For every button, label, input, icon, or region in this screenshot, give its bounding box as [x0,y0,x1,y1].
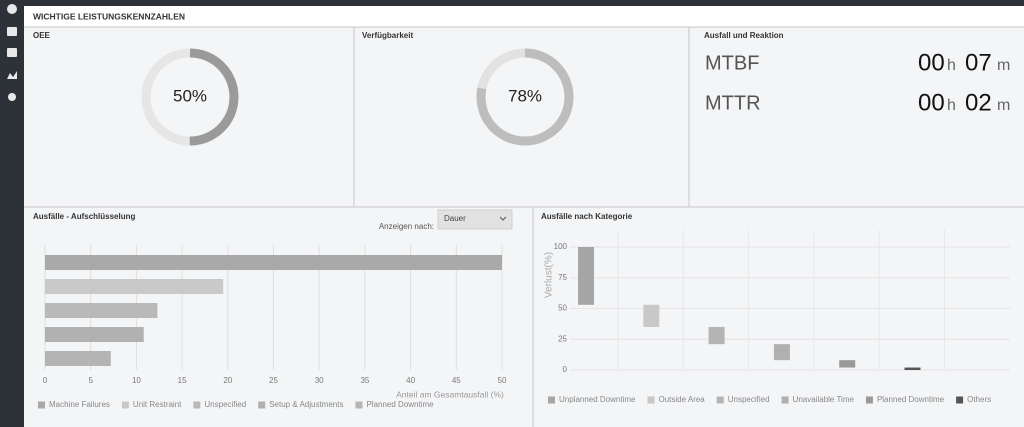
legend-label: Planned Downtime [366,400,434,409]
legend-swatch [865,396,873,404]
legend-label: Unspecified [204,400,246,409]
legend-swatch [781,396,789,404]
donut-arc [141,48,239,146]
metric-name: MTBF [705,52,759,74]
y-tick-label: 25 [558,334,567,343]
metric-minutes: 02 [965,89,992,116]
dropdown[interactable]: Dauer [437,209,513,230]
bar [904,367,921,370]
bar [839,360,856,368]
y-tick-label: 100 [554,242,568,251]
y-tick-label: 0 [563,365,568,374]
bar [643,304,660,327]
bar [773,344,790,361]
legend-swatch [956,396,964,404]
legend-swatch [193,401,201,409]
y-tick-label: 50 [558,304,567,313]
donut-label: 50% [173,86,207,105]
x-tick-label: 15 [178,376,187,385]
panel-title: Ausfälle - Aufschlüsselung [33,212,136,221]
bar [45,279,224,294]
metric-name: MTTR [705,92,761,114]
bar [45,351,111,366]
legend-label: Unit Restraint [133,400,182,409]
icon-calendar[interactable] [7,27,17,36]
legend-label: Planned Downtime [877,395,945,404]
x-tick-label: 35 [360,376,369,385]
header-title: WICHTIGE LEISTUNGSKENNZAHLEN [33,11,185,21]
x-tick-label: 25 [269,376,278,385]
legend-label: Unavailable Time [793,395,855,404]
bar [45,303,158,318]
legend-label: Machine Failures [49,400,110,409]
legend-label: Setup & Adjustments [269,400,343,409]
x-axis-label: Anteil am Gesamtausfall (%) [396,389,504,399]
bar [708,326,725,345]
metric-unit: m [997,57,1010,74]
x-tick-label: 10 [132,376,141,385]
icon-chart[interactable] [7,71,17,79]
y-tick-label: 75 [558,273,567,282]
top-bar [0,0,1024,6]
donut-label: 78% [508,86,542,105]
x-tick-label: 30 [315,376,324,385]
legend-swatch [647,396,655,404]
x-tick-label: 50 [498,376,507,385]
y-axis-label: Verlust(%) [544,252,555,298]
bar [578,247,594,305]
x-tick-label: 5 [88,376,93,385]
panel-title: Ausfälle nach Kategorie [541,212,633,221]
icon-list[interactable] [7,48,17,57]
x-tick-label: 0 [43,376,48,385]
sidebar-icons [7,4,17,101]
metric-unit: h [947,57,956,74]
x-tick-label: 20 [223,376,232,385]
legend-label: Unplanned Downtime [559,395,636,404]
legend-label: Others [967,395,991,404]
legend-swatch [716,396,724,404]
panel-title: Verfügbarkeit [362,31,413,40]
icon-settings[interactable] [8,93,16,101]
legend-swatch [355,401,363,409]
dropdown-value[interactable]: Dauer [444,214,466,223]
metric-unit: h [947,97,956,114]
legend-swatch [258,401,266,409]
bar [45,327,144,342]
sidebar [0,0,24,427]
header-band [24,6,1024,27]
dropdown-chevron[interactable] [499,216,507,221]
legend-label: Outside Area [659,395,706,404]
dropdown-box[interactable] [437,209,513,230]
metric-unit: m [997,97,1010,114]
metric-minutes: 07 [965,49,992,76]
x-tick-label: 45 [452,376,461,385]
legend-swatch [121,401,129,409]
legend-label: Unspecified [728,395,770,404]
icon-clock[interactable] [7,4,17,14]
panel-title: OEE [33,31,51,40]
legend-swatch [38,401,45,409]
metric-hours: 00 [918,49,945,76]
metric-hours: 00 [918,89,945,116]
bar [45,255,502,270]
x-tick-label: 40 [406,376,415,385]
filter-label: Anzeigen nach: [379,222,434,231]
donut-arc [476,48,574,146]
legend-swatch [548,396,555,404]
panel-title: Ausfall und Reaktion [704,31,784,40]
